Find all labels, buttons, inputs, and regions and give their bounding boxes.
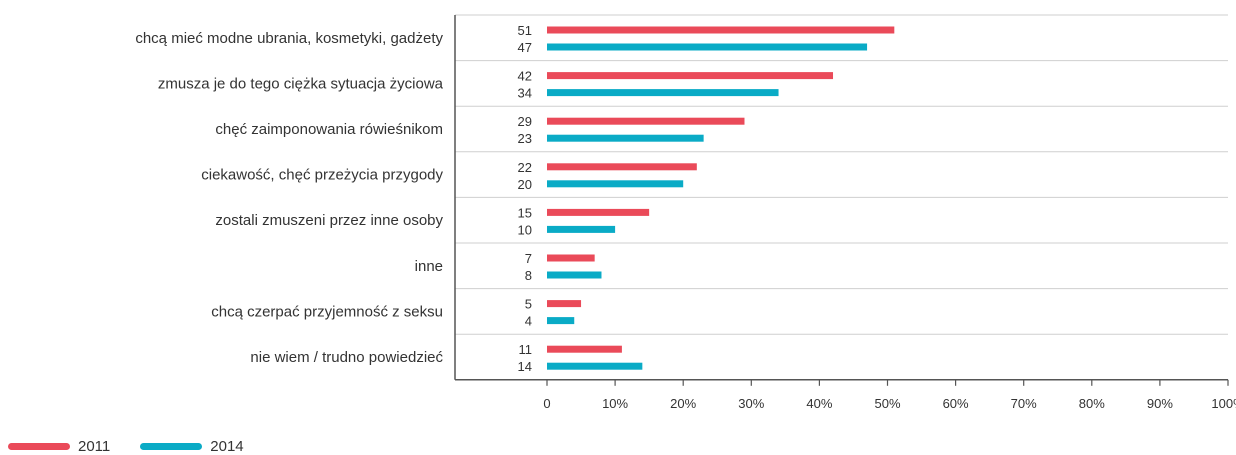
x-tick-label: 20% (670, 396, 696, 411)
x-tick-label: 60% (943, 396, 969, 411)
data-label-2014: 34 (518, 86, 532, 101)
bar-2011 (547, 208, 650, 216)
category-label: chcą czerpać przyjemność z seksu (211, 303, 443, 320)
bar-2011 (547, 117, 745, 125)
bar-2011 (547, 163, 697, 171)
legend-swatch-2011 (8, 442, 70, 450)
data-label-2014: 23 (518, 131, 532, 146)
data-label-2014: 14 (518, 359, 532, 374)
data-label-2014: 10 (518, 222, 532, 237)
bar-chart: 0 10% 20% 30% 40% 50% 60% 70% 80% 90% 100% chcą mie… (135, 14, 1236, 411)
legend-item-2014: 2014 (140, 437, 244, 455)
category-label: chcą mieć modne ubrania, kosmetyki, gadż… (135, 30, 443, 47)
bar-2014 (547, 317, 575, 325)
data-label-2011: 42 (518, 69, 532, 84)
bar-2011 (547, 345, 622, 353)
bar-2014 (547, 89, 779, 97)
data-label-2014: 47 (518, 40, 532, 55)
data-label-2011: 11 (519, 342, 533, 357)
bar-2014 (547, 180, 684, 188)
legend-label-2014: 2014 (210, 437, 244, 455)
x-tick-label: 100% (1211, 396, 1236, 411)
bar-2011 (547, 72, 834, 80)
category-label: inne (415, 258, 443, 275)
data-label-2014: 8 (525, 268, 532, 283)
bar-2011 (547, 300, 582, 308)
bar-2014 (547, 271, 602, 279)
bar-2014 (547, 43, 868, 51)
data-label-2011: 22 (518, 160, 532, 175)
bar-2011 (547, 26, 895, 34)
x-tick-label: 70% (1011, 396, 1037, 411)
category-label: ciekawość, chęć przeżycia przygody (201, 167, 443, 184)
data-label-2011: 5 (525, 297, 532, 312)
bar-2014 (547, 225, 616, 233)
bar-2014 (547, 362, 643, 370)
bar-2014 (547, 134, 704, 142)
x-tick-label: 30% (738, 396, 764, 411)
x-tick-label: 0 (543, 396, 550, 411)
legend: 2011 2014 (8, 437, 244, 455)
legend-item-2011: 2011 (8, 438, 110, 455)
x-tick-label: 40% (806, 396, 832, 411)
bar-2011 (547, 254, 595, 262)
x-tick-label: 90% (1147, 396, 1173, 411)
data-label-2011: 29 (518, 114, 532, 129)
data-label-2014: 4 (525, 314, 532, 329)
legend-label-2011: 2011 (78, 437, 111, 455)
x-tick-label: 10% (602, 396, 628, 411)
data-label-2014: 20 (518, 177, 532, 192)
data-label-2011: 7 (525, 251, 532, 266)
category-label: nie wiem / trudno powiedzieć (250, 349, 443, 366)
data-label-2011: 15 (518, 205, 532, 220)
data-label-2011: 51 (518, 23, 532, 38)
x-tick-label: 80% (1079, 396, 1105, 411)
category-label: zmusza je do tego ciężka sytuacja życiow… (158, 75, 444, 92)
x-tick-label: 50% (874, 396, 900, 411)
category-label: zostali zmuszeni przez inne osoby (215, 212, 443, 229)
category-label: chęć zaimponowania rówieśnikom (215, 121, 443, 138)
legend-swatch-2014 (140, 442, 203, 450)
